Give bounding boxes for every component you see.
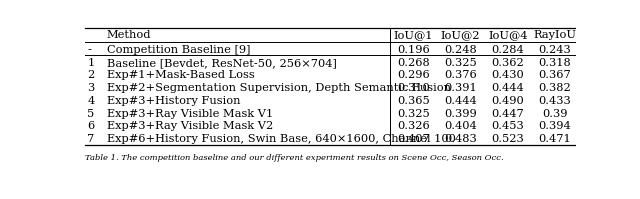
Text: Baseline [Bevdet, ResNet-50, 256×704]: Baseline [Bevdet, ResNet-50, 256×704] xyxy=(107,58,337,68)
Text: Exp#3+History Fusion: Exp#3+History Fusion xyxy=(107,96,240,106)
Text: RayIoU: RayIoU xyxy=(533,30,577,40)
Text: 0.196: 0.196 xyxy=(397,45,430,55)
Text: 0.268: 0.268 xyxy=(397,58,430,68)
Text: 0.523: 0.523 xyxy=(492,134,524,144)
Text: IoU@4: IoU@4 xyxy=(488,30,527,40)
Text: 0.248: 0.248 xyxy=(444,45,477,55)
Text: Exp#3+Ray Visible Mask V1: Exp#3+Ray Visible Mask V1 xyxy=(107,108,273,119)
Text: 0.394: 0.394 xyxy=(538,121,572,131)
Text: 0.391: 0.391 xyxy=(444,83,477,93)
Text: 6: 6 xyxy=(88,121,95,131)
Text: 7: 7 xyxy=(88,134,95,144)
Text: Competition Baseline [9]: Competition Baseline [9] xyxy=(107,45,250,55)
Text: 0.326: 0.326 xyxy=(397,121,430,131)
Text: IoU@2: IoU@2 xyxy=(441,30,481,40)
Text: Exp#1+Mask-Based Loss: Exp#1+Mask-Based Loss xyxy=(107,70,255,80)
Text: 0.444: 0.444 xyxy=(444,96,477,106)
Text: 0.325: 0.325 xyxy=(397,108,430,119)
Text: 0.296: 0.296 xyxy=(397,70,430,80)
Text: 0.310: 0.310 xyxy=(397,83,430,93)
Text: 0.433: 0.433 xyxy=(538,96,572,106)
Text: 0.453: 0.453 xyxy=(492,121,524,131)
Text: 0.318: 0.318 xyxy=(538,58,572,68)
Text: 0.365: 0.365 xyxy=(397,96,430,106)
Text: 0.447: 0.447 xyxy=(492,108,524,119)
Text: 3: 3 xyxy=(88,83,95,93)
Text: Table 1. The competition baseline and our different experiment results on Scene : Table 1. The competition baseline and ou… xyxy=(85,154,504,162)
Text: 0.367: 0.367 xyxy=(538,70,572,80)
Text: 0.444: 0.444 xyxy=(492,83,524,93)
Text: 0.490: 0.490 xyxy=(492,96,524,106)
Text: 1: 1 xyxy=(88,58,95,68)
Text: 0.325: 0.325 xyxy=(444,58,477,68)
Text: 0.376: 0.376 xyxy=(444,70,477,80)
Text: 0.284: 0.284 xyxy=(492,45,524,55)
Text: Exp#2+Segmentation Supervision, Depth Semantic Fusion: Exp#2+Segmentation Supervision, Depth Se… xyxy=(107,83,451,93)
Text: 0.430: 0.430 xyxy=(492,70,524,80)
Text: 5: 5 xyxy=(88,108,95,119)
Text: 0.399: 0.399 xyxy=(444,108,477,119)
Text: 0.407: 0.407 xyxy=(397,134,430,144)
Text: 0.362: 0.362 xyxy=(492,58,524,68)
Text: 0.404: 0.404 xyxy=(444,121,477,131)
Text: Exp#3+Ray Visible Mask V2: Exp#3+Ray Visible Mask V2 xyxy=(107,121,273,131)
Text: 0.39: 0.39 xyxy=(542,108,568,119)
Text: 4: 4 xyxy=(88,96,95,106)
Text: Method: Method xyxy=(107,30,151,40)
Text: 2: 2 xyxy=(88,70,95,80)
Text: -: - xyxy=(88,45,92,55)
Text: 0.483: 0.483 xyxy=(444,134,477,144)
Text: 0.471: 0.471 xyxy=(538,134,572,144)
Text: IoU@1: IoU@1 xyxy=(394,30,433,40)
Text: Exp#6+History Fusion, Swin Base, 640×1600, Channel 100: Exp#6+History Fusion, Swin Base, 640×160… xyxy=(107,134,456,144)
Text: 0.243: 0.243 xyxy=(538,45,572,55)
Text: 0.382: 0.382 xyxy=(538,83,572,93)
